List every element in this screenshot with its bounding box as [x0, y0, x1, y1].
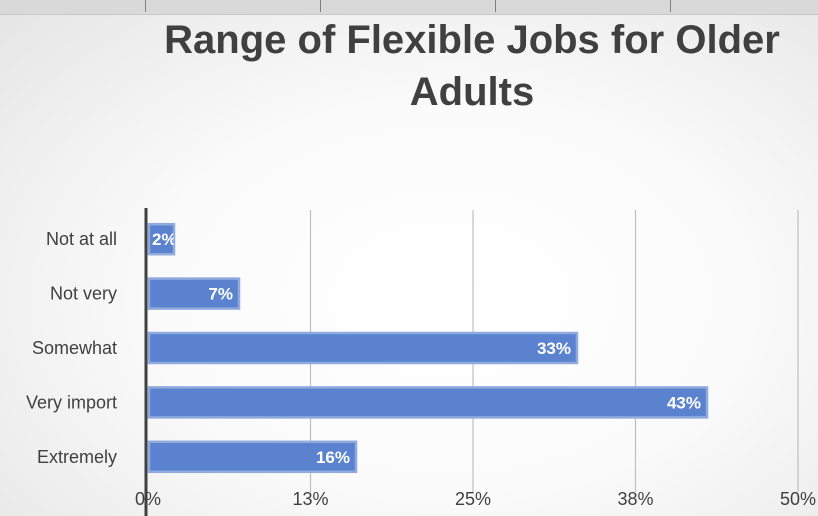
category-label: Very import: [26, 392, 117, 412]
bar-extremely: [147, 440, 358, 474]
category-label: Extremely: [37, 447, 117, 467]
data-label: 33%: [537, 339, 571, 358]
value-tick-label: 25%: [455, 489, 491, 509]
value-tick-label: 38%: [617, 489, 653, 509]
chart-title: Range of Flexible Jobs for Older Adults: [164, 18, 780, 114]
strip-tick: [670, 0, 671, 12]
bars: [147, 222, 709, 474]
bar-not-very: [147, 277, 241, 310]
data-label: 16%: [316, 448, 350, 467]
data-labels: 2% 7% 33% 43% 16%: [152, 230, 701, 467]
category-label: Not very: [50, 284, 117, 304]
value-tick-label: 13%: [292, 489, 328, 509]
bar-not-at-all: [147, 222, 176, 256]
value-tick-labels: 0% 13% 25% 38% 50%: [135, 489, 816, 509]
bar-very-import: [147, 386, 709, 419]
category-label: Somewhat: [32, 338, 117, 358]
value-tick-label: 0%: [135, 489, 161, 509]
data-label: 2%: [152, 230, 177, 249]
value-tick-label: 50%: [780, 489, 816, 509]
data-label: 43%: [667, 393, 701, 412]
strip-tick: [320, 0, 321, 12]
category-labels: Not at all Not very Somewhat Very import Ext…: [26, 229, 117, 467]
data-label: 7%: [208, 285, 233, 304]
bar-somewhat: [147, 331, 579, 365]
strip-tick: [145, 0, 146, 12]
category-label: Not at all: [46, 229, 117, 249]
strip-tick: [495, 0, 496, 12]
top-strip: [0, 0, 818, 15]
